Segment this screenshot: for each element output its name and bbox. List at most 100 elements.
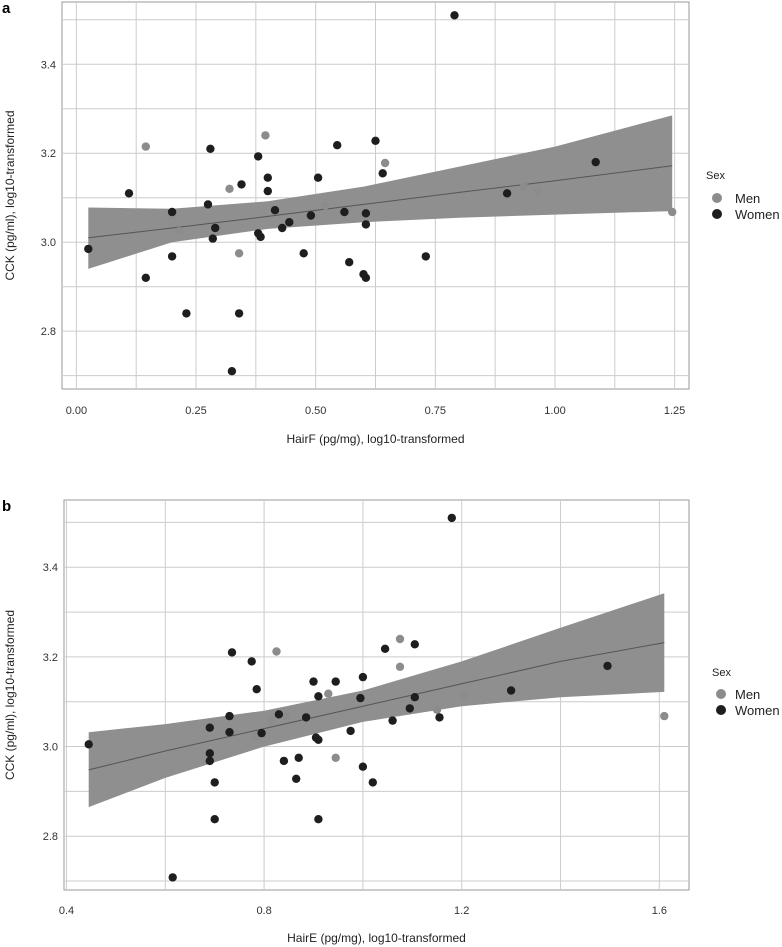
point-men: [395, 662, 405, 671]
x-tick-label: 0.00: [66, 405, 87, 417]
point-women: [210, 815, 219, 824]
legend-label-women-a: Women: [735, 207, 780, 222]
point-women: [270, 206, 280, 215]
legend-label-men-a: Men: [735, 191, 760, 206]
point-women: [206, 144, 215, 153]
point-men: [141, 142, 150, 151]
x-tick-label: 0.50: [305, 405, 326, 417]
y-tick-label: 2.8: [41, 326, 56, 338]
point-women: [340, 207, 349, 217]
point-women: [345, 258, 354, 267]
point-women: [254, 152, 263, 161]
point-women: [210, 778, 219, 787]
y-tick-label: 3.2: [43, 652, 58, 664]
point-women: [274, 710, 284, 719]
point-women: [225, 728, 234, 737]
data-points-b: [84, 513, 669, 882]
point-women: [292, 774, 301, 783]
y-tick-label: 3.0: [43, 742, 58, 754]
panel-b-label: b: [2, 498, 11, 515]
point-women: [167, 207, 177, 217]
x-tick-label: 0.75: [425, 405, 446, 417]
point-men: [331, 753, 340, 762]
point-women: [371, 136, 380, 145]
legend-marker-men-a: [712, 193, 722, 203]
point-women: [346, 726, 355, 736]
point-men: [432, 705, 442, 714]
x-tick-label: 0.4: [59, 905, 74, 917]
point-women: [502, 189, 512, 198]
point-women: [203, 200, 213, 209]
point-women: [182, 309, 191, 318]
point-women: [447, 513, 456, 523]
point-women: [309, 677, 318, 686]
y-axis-title-b: CCK (pg/ml), log10-transformed: [3, 610, 17, 780]
point-women: [205, 723, 214, 732]
point-men: [660, 711, 669, 721]
y-tick-label: 2.8: [43, 831, 58, 843]
point-women: [294, 753, 303, 762]
point-women: [506, 686, 516, 695]
point-women: [227, 648, 237, 657]
legend-label-men-b: Men: [735, 687, 760, 702]
point-women: [279, 756, 289, 766]
point-women: [435, 713, 444, 722]
legend-label-women-b: Women: [735, 703, 780, 718]
point-women: [358, 672, 368, 682]
confidence-band-b: [88, 593, 665, 808]
point-women: [211, 223, 220, 233]
point-women: [301, 713, 311, 722]
point-women: [205, 756, 214, 766]
x-tick-label: 1.00: [544, 405, 565, 417]
point-men: [234, 249, 244, 258]
point-men: [668, 207, 677, 217]
point-men: [519, 182, 529, 191]
point-women: [299, 249, 308, 258]
point-women: [205, 749, 214, 758]
x-tick-labels-a: 0.00 0.25 0.50 0.75 1.00 1.25: [66, 405, 686, 417]
point-women: [141, 273, 150, 282]
legend-a: Sex Men Women: [706, 170, 780, 222]
legend-marker-women-a: [712, 209, 722, 219]
point-women: [356, 693, 365, 703]
legend-marker-men-b: [716, 689, 726, 699]
point-women: [257, 728, 266, 738]
point-women: [234, 309, 244, 318]
point-women: [285, 218, 294, 227]
point-women: [358, 762, 368, 771]
point-women: [84, 244, 93, 254]
point-women: [252, 685, 261, 694]
point-women: [421, 252, 430, 261]
regression-line-a: [88, 165, 673, 239]
panel-a: a 0.00 0.25 0.50 0.75 1.00 1.25 2.83.03.23.4 …: [2, 0, 780, 446]
point-men: [460, 690, 469, 700]
point-women: [263, 173, 272, 182]
point-men: [380, 158, 390, 168]
y-tick-label: 3.2: [41, 148, 56, 160]
point-women: [208, 234, 217, 243]
point-men: [321, 201, 330, 210]
point-women: [591, 157, 600, 167]
point-men: [324, 689, 333, 698]
point-women: [227, 367, 237, 376]
x-tick-labels-b: 0.4 0.8 1.2 1.6: [59, 905, 667, 917]
point-women: [263, 186, 272, 196]
point-women: [331, 677, 340, 686]
x-axis-title-a: HairF (pg/mg), log10-transformed: [286, 432, 464, 446]
confidence-band-a: [88, 115, 673, 269]
y-tick-labels-a: 2.8 3.0 3.2 3.4: [41, 59, 56, 338]
point-men: [395, 634, 405, 644]
y-axis-title-a: CCK (pg/ml), log10-transformed: [3, 110, 17, 280]
point-women: [278, 223, 287, 233]
point-women: [333, 141, 342, 150]
x-tick-label: 0.25: [185, 405, 206, 417]
point-women: [167, 252, 177, 261]
regression-line-b: [88, 642, 665, 771]
legend-title-a: Sex: [706, 170, 725, 182]
point-women: [256, 232, 265, 242]
point-women: [361, 209, 371, 218]
point-women: [405, 704, 414, 713]
point-women: [314, 815, 323, 824]
panel-a-label: a: [2, 0, 11, 17]
